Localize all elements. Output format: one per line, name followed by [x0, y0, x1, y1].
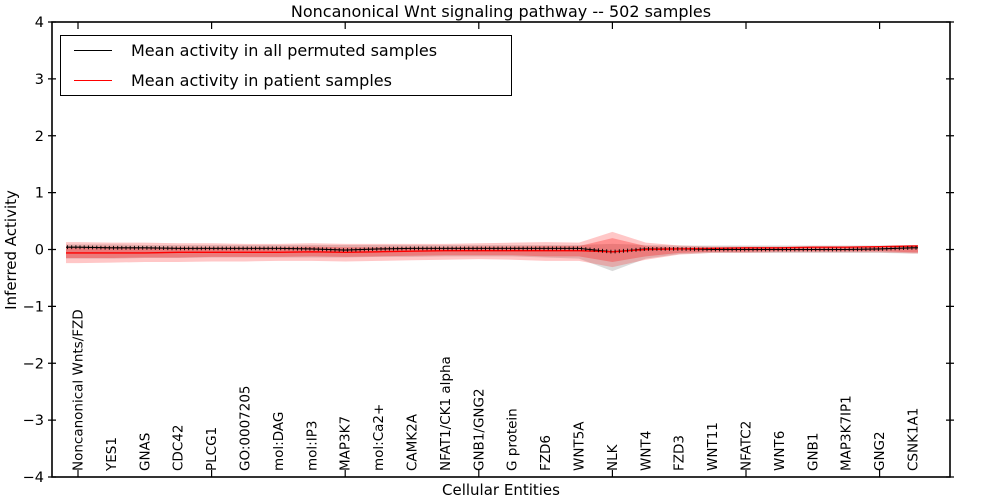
x-tick-label: CSNK1A1: [906, 408, 922, 471]
y-tick-label: 0: [35, 243, 44, 259]
x-tick-label: CAMK2A: [405, 413, 421, 471]
x-tick-label: PLCG1: [204, 427, 220, 471]
x-tick-label: mol:Ca2+: [371, 404, 387, 471]
legend-item-patient: Mean activity in patient samples: [74, 71, 511, 90]
x-tick-label: GNAS: [137, 433, 153, 471]
y-tick-label: −4: [23, 470, 44, 486]
permuted-mean-line: [66, 246, 918, 253]
x-tick-label: WNT5A: [572, 421, 588, 471]
legend-label-patient: Mean activity in patient samples: [131, 70, 392, 90]
legend-line-patient-icon: [74, 79, 112, 81]
patient-mean-line: [66, 245, 918, 254]
x-tick-label: G protein: [505, 408, 521, 471]
x-tick-label: WNT4: [638, 431, 654, 471]
y-tick-label: −2: [23, 356, 44, 372]
x-tick-label: Noncanonical Wnts/FZD: [71, 309, 87, 471]
legend-label-permuted: Mean activity in all permuted samples: [131, 41, 438, 61]
x-tick-label: WNT6: [772, 431, 788, 471]
x-tick-label: GNB1/GNG2: [471, 388, 487, 471]
x-tick-label: WNT11: [705, 422, 721, 471]
y-tick-label: −1: [23, 299, 44, 315]
y-tick-label: 4: [35, 15, 44, 31]
legend: Mean activity in all permuted samples Me…: [60, 35, 512, 96]
x-tick-label: MAP3K7IP1: [839, 395, 855, 471]
x-tick-label: MAP3K7: [338, 416, 354, 471]
y-tick-label: 2: [35, 129, 44, 145]
x-tick-label: YES1: [104, 437, 120, 472]
legend-item-permuted: Mean activity in all permuted samples: [74, 41, 511, 60]
x-tick-label: GO:0007205: [238, 385, 254, 471]
x-tick-label: NFAT1/CK1 alpha: [438, 356, 454, 471]
x-tick-label: GNG2: [872, 431, 888, 471]
y-tick-label: 3: [35, 72, 44, 88]
permuted-samples-spread-band: [66, 243, 918, 272]
patient-samples-spread-outer-band: [66, 231, 918, 268]
permuted-line-markers: [67, 245, 917, 254]
x-tick-label: FZD6: [538, 435, 554, 471]
legend-line-permuted-icon: [74, 50, 112, 52]
y-tick-label: −3: [23, 413, 44, 429]
y-tick-label: 1: [35, 186, 44, 202]
x-tick-label: mol:DAG: [271, 412, 287, 471]
x-tick-label: CDC42: [171, 425, 187, 471]
x-axis-label: Cellular Entities: [442, 481, 560, 499]
x-tick-label: GNB1: [805, 433, 821, 471]
chart-title: Noncanonical Wnt signaling pathway -- 50…: [290, 2, 712, 21]
x-tick-label: NFATC2: [739, 421, 755, 471]
x-tick-label: mol:IP3: [304, 421, 320, 471]
x-tick-label: NLK: [605, 443, 621, 471]
axis-ticks: [48, 21, 954, 478]
x-tick-label: FZD3: [672, 435, 688, 471]
